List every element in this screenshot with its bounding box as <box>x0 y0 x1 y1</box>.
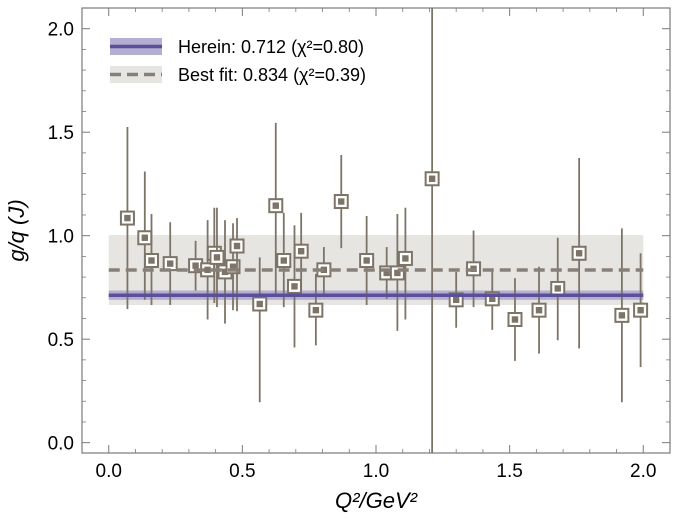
data-point <box>308 273 324 346</box>
point-marker-inner <box>383 269 390 277</box>
point-marker-inner <box>618 312 626 319</box>
point-marker-inner <box>124 214 131 222</box>
point-marker-inner <box>637 306 644 314</box>
point-marker-inner <box>192 262 199 269</box>
legend: Herein: 0.712 (χ²=0.80) Best fit: 0.834 … <box>110 37 366 85</box>
data-point <box>268 122 284 294</box>
x-tick-label: 1.0 <box>363 461 389 482</box>
plot-area <box>108 8 649 453</box>
data-point <box>252 257 268 403</box>
point-marker-inner <box>338 198 345 205</box>
point-marker-inner <box>312 306 320 314</box>
point-marker-inner <box>148 257 155 264</box>
data-point <box>507 278 523 361</box>
data-points <box>119 8 649 453</box>
point-marker-inner <box>233 242 241 250</box>
x-tick-label: 0.5 <box>229 461 255 482</box>
legend-herein-label: Herein: 0.712 (χ²=0.80) <box>178 37 364 57</box>
legend-entry-herein: Herein: 0.712 (χ²=0.80) <box>110 37 364 57</box>
data-point <box>614 228 630 403</box>
point-marker-inner <box>291 283 298 290</box>
point-marker-inner <box>204 266 211 274</box>
y-tick-label: 2.0 <box>48 20 74 41</box>
legend-best-fit-label: Best fit: 0.834 (χ²=0.39) <box>178 65 366 85</box>
point-marker-inner <box>554 285 561 292</box>
point-marker-inner <box>363 257 370 264</box>
data-point <box>200 220 216 320</box>
data-point <box>397 207 413 320</box>
point-marker-inner <box>141 234 149 241</box>
point-marker-inner <box>221 268 229 276</box>
point-marker-inner <box>428 175 436 182</box>
point-marker-inner <box>575 250 583 257</box>
point-marker-inner <box>280 257 287 264</box>
y-tick-label: 0.0 <box>48 434 74 455</box>
point-marker-inner <box>320 266 328 274</box>
y-tick-label: 0.5 <box>48 330 74 351</box>
axis-ticks: 0.0 0.5 1.0 1.5 2.0 0.0 0.5 1.0 1.5 2.0 <box>48 7 671 482</box>
data-point <box>359 216 375 306</box>
point-marker-inner <box>394 269 401 277</box>
x-tick-label: 2.0 <box>630 461 656 482</box>
point-marker-inner <box>229 263 237 270</box>
y-tick-label: 1.0 <box>48 227 74 248</box>
point-marker-inner <box>452 296 460 304</box>
x-tick-label: 1.5 <box>496 461 522 482</box>
point-marker-inner <box>213 254 221 261</box>
data-point <box>550 237 566 341</box>
legend-entry-best-fit: Best fit: 0.834 (χ²=0.39) <box>110 65 366 85</box>
data-point <box>119 127 135 310</box>
point-marker-inner <box>256 300 263 308</box>
data-point <box>143 213 159 306</box>
data-point <box>333 154 349 249</box>
point-marker-inner <box>272 202 279 209</box>
point-marker-inner <box>297 247 305 255</box>
x-tick-label: 0.0 <box>96 461 122 482</box>
data-point <box>209 207 225 308</box>
data-point <box>293 212 309 291</box>
y-axis-label: g/q (J) <box>4 199 29 261</box>
x-axis-label: Q²/GeV² <box>335 488 418 513</box>
point-marker-inner <box>167 260 174 267</box>
data-point <box>531 266 547 354</box>
data-point <box>633 253 649 368</box>
y-tick-label: 1.5 <box>48 123 74 144</box>
data-point <box>424 8 440 453</box>
point-marker-inner <box>489 295 496 303</box>
point-marker-inner <box>511 316 519 323</box>
data-point <box>571 158 587 349</box>
point-marker-inner <box>535 306 543 314</box>
data-point <box>276 212 292 308</box>
point-marker-inner <box>402 255 409 262</box>
